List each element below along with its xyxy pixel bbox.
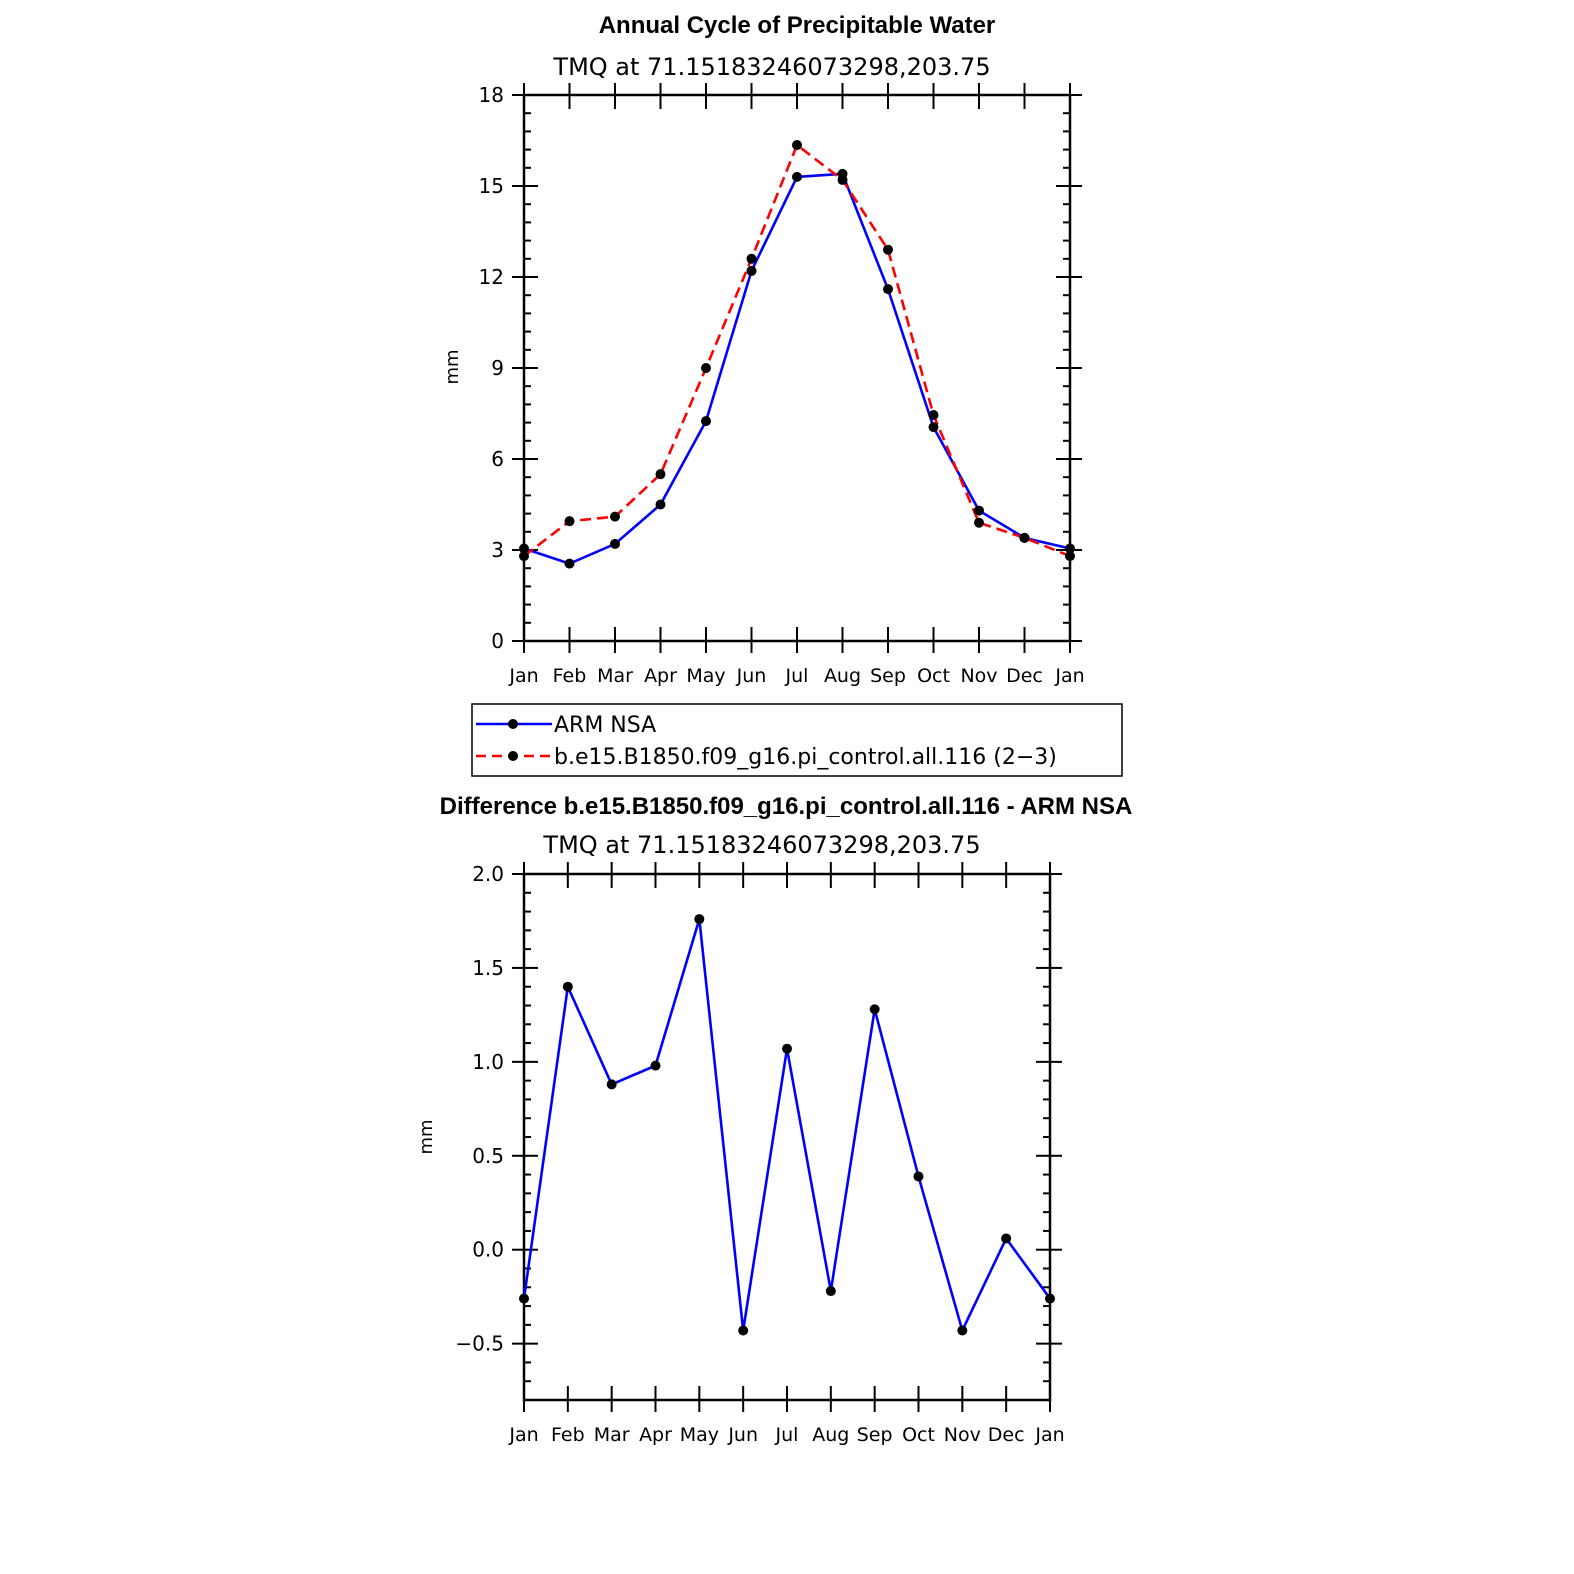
chart1-xtick-label: Oct [917, 665, 950, 687]
chart1-ytick-label: 9 [491, 356, 504, 380]
chart1-point-0 [1065, 543, 1075, 554]
chart2-title: Difference b.e15.B1850.f09_g16.pi_contro… [440, 793, 1133, 820]
chart1-point-1 [974, 517, 984, 528]
legend-box [471, 703, 1123, 777]
chart1-xtick-label: Jun [736, 665, 767, 687]
chart2-xtick-label: Jun [727, 1424, 758, 1446]
chart1-legend: ARM NSA b.e15.B1850.f09_g16.pi_control.a… [471, 703, 1123, 777]
chart1-point-0 [792, 171, 802, 182]
chart2-ytick-label: 2.0 [472, 862, 504, 886]
chart1-xtick-label: Mar [597, 665, 633, 687]
chart1-point-1 [928, 410, 939, 421]
chart2-frame [522, 872, 1052, 1402]
chart2-xtick-label: May [680, 1424, 719, 1446]
chart1-xtick-label: Jan [1054, 665, 1084, 687]
chart1-point-0 [928, 422, 939, 433]
chart2-xtick-label: Jan [508, 1424, 538, 1446]
chart2-point-0 [694, 914, 705, 925]
chart2-xtick-label: Jan [1034, 1424, 1064, 1446]
legend-label-model: b.e15.B1850.f09_g16.pi_control.all.116 (… [554, 745, 1057, 770]
chart2-point-0 [650, 1060, 661, 1071]
chart2-point-0 [1045, 1293, 1055, 1304]
chart2-xtick-label: Aug [812, 1424, 849, 1446]
chart1-point-0 [701, 416, 711, 427]
chart2-xtick-label: Dec [988, 1424, 1025, 1446]
chart1-series-line-1 [523, 142, 1071, 558]
legend-marker-model [508, 751, 518, 761]
chart1-ytick-label: 0 [491, 629, 504, 653]
chart1-xtick-label: Dec [1006, 665, 1043, 687]
chart2-ytick-label: 0.0 [472, 1238, 504, 1262]
chart1-point-0 [655, 499, 666, 510]
chart2-point-0 [738, 1325, 749, 1336]
chart1-point-1 [564, 516, 575, 527]
chart1-series-line-0 [523, 172, 1071, 566]
chart2-point-0 [957, 1325, 968, 1336]
chart2-subtitle: TMQ at 71.15183246073298,203.75 [542, 831, 980, 859]
chart2-ytick-label: −0.5 [455, 1332, 504, 1356]
chart2-xtick-label: Apr [639, 1424, 672, 1446]
chart1-point-0 [519, 543, 529, 554]
chart2-xtick-label: Oct [902, 1424, 935, 1446]
chart1-ytick-label: 15 [479, 174, 504, 198]
chart1-point-1 [883, 244, 893, 255]
chart2-ytick-label: 1.5 [472, 956, 504, 980]
chart2-point-0 [1001, 1233, 1012, 1244]
chart2-point-0 [782, 1043, 792, 1054]
chart1-point-1 [1019, 532, 1030, 543]
chart2-point-0 [869, 1004, 880, 1015]
chart1-point-1 [519, 551, 529, 562]
chart1-point-0 [564, 558, 575, 569]
chart1-ytick-label: 3 [491, 538, 504, 562]
chart2-plot: −0.5 0.0 0.5 1.0 1.5 2.0 Jan Feb Mar Apr May Jun Jul… [455, 862, 1065, 1446]
chart1-point-0 [883, 284, 893, 295]
chart1-ylabel: mm [442, 349, 463, 384]
chart1-point-1 [701, 363, 711, 373]
chart2-point-0 [913, 1171, 924, 1182]
chart1-point-1 [655, 469, 666, 480]
chart2-xtick-label: Jul [775, 1424, 799, 1446]
chart2-xtick-label: Feb [551, 1424, 585, 1446]
chart1-xtick-label: Apr [644, 665, 677, 687]
chart2-xtick-label: Mar [594, 1424, 630, 1446]
chart2-point-0 [562, 981, 573, 992]
chart1-point-1 [1065, 551, 1075, 562]
chart1-point-0 [746, 265, 757, 276]
chart1-point-1 [792, 140, 802, 151]
chart1-point-1 [610, 511, 620, 522]
chart1-point-0 [610, 538, 620, 549]
chart2-point-0 [519, 1293, 529, 1304]
chart1-xtick-label: Nov [960, 665, 997, 687]
chart1-xtick-label: Jan [508, 665, 538, 687]
chart1-point-0 [974, 505, 984, 516]
chart2-ylabel: mm [416, 1119, 437, 1154]
chart1-xtick-label: Sep [870, 665, 906, 687]
chart1-point-1 [746, 253, 757, 264]
legend-marker-arm [508, 719, 518, 729]
chart2-series-line-0 [522, 918, 1052, 1335]
chart1-plot: 0 3 6 9 12 15 18 Jan Feb Mar Apr May Jun Jul Aug Sep Oct… [479, 83, 1085, 687]
chart1-xtick-label: May [686, 665, 725, 687]
chart1-ytick-label: 18 [479, 83, 504, 107]
chart1-ytick-label: 12 [479, 265, 504, 289]
legend-label-arm: ARM NSA [554, 713, 656, 738]
chart1-xtick-label: Jul [785, 665, 809, 687]
chart2-point-0 [825, 1286, 836, 1297]
chart2-xtick-label: Nov [944, 1424, 981, 1446]
chart2-point-0 [606, 1079, 617, 1090]
chart1-ytick-label: 6 [491, 447, 504, 471]
chart1-xtick-label: Aug [824, 665, 861, 687]
chart1-subtitle: TMQ at 71.15183246073298,203.75 [552, 53, 990, 81]
chart1-title: Annual Cycle of Precipitable Water [599, 12, 996, 39]
chart1-point-1 [837, 174, 848, 185]
chart1-xtick-label: Feb [553, 665, 587, 687]
chart2-xtick-label: Sep [857, 1424, 893, 1446]
chart2-ytick-label: 1.0 [472, 1050, 504, 1074]
chart2-ytick-label: 0.5 [472, 1144, 504, 1168]
